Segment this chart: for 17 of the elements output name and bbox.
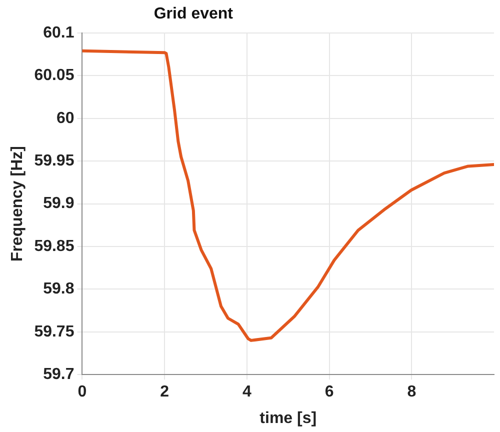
y-tick-label: 59.75 xyxy=(34,323,74,340)
y-tick-label: 59.9 xyxy=(43,195,74,212)
y-tick-label: 60 xyxy=(56,110,74,127)
x-tick-label: 4 xyxy=(242,384,252,401)
x-tick-label: 2 xyxy=(160,384,170,401)
y-tick-label: 59.85 xyxy=(34,238,74,255)
x-tick-label: 0 xyxy=(78,384,87,401)
y-tick-label: 60.1 xyxy=(43,24,74,42)
x-tick-label: 6 xyxy=(324,384,334,401)
y-tick-label: 59.8 xyxy=(43,280,74,298)
y-axis-title: Frequency [Hz] xyxy=(9,146,26,262)
x-axis-title: time [s] xyxy=(260,410,317,427)
y-tick-label: 59.95 xyxy=(34,152,74,170)
y-tick-label: 60.05 xyxy=(34,67,74,84)
x-tick-label: 8 xyxy=(407,384,416,401)
y-tick-label: 59.7 xyxy=(43,366,74,384)
chart-title: Grid event xyxy=(154,5,234,22)
